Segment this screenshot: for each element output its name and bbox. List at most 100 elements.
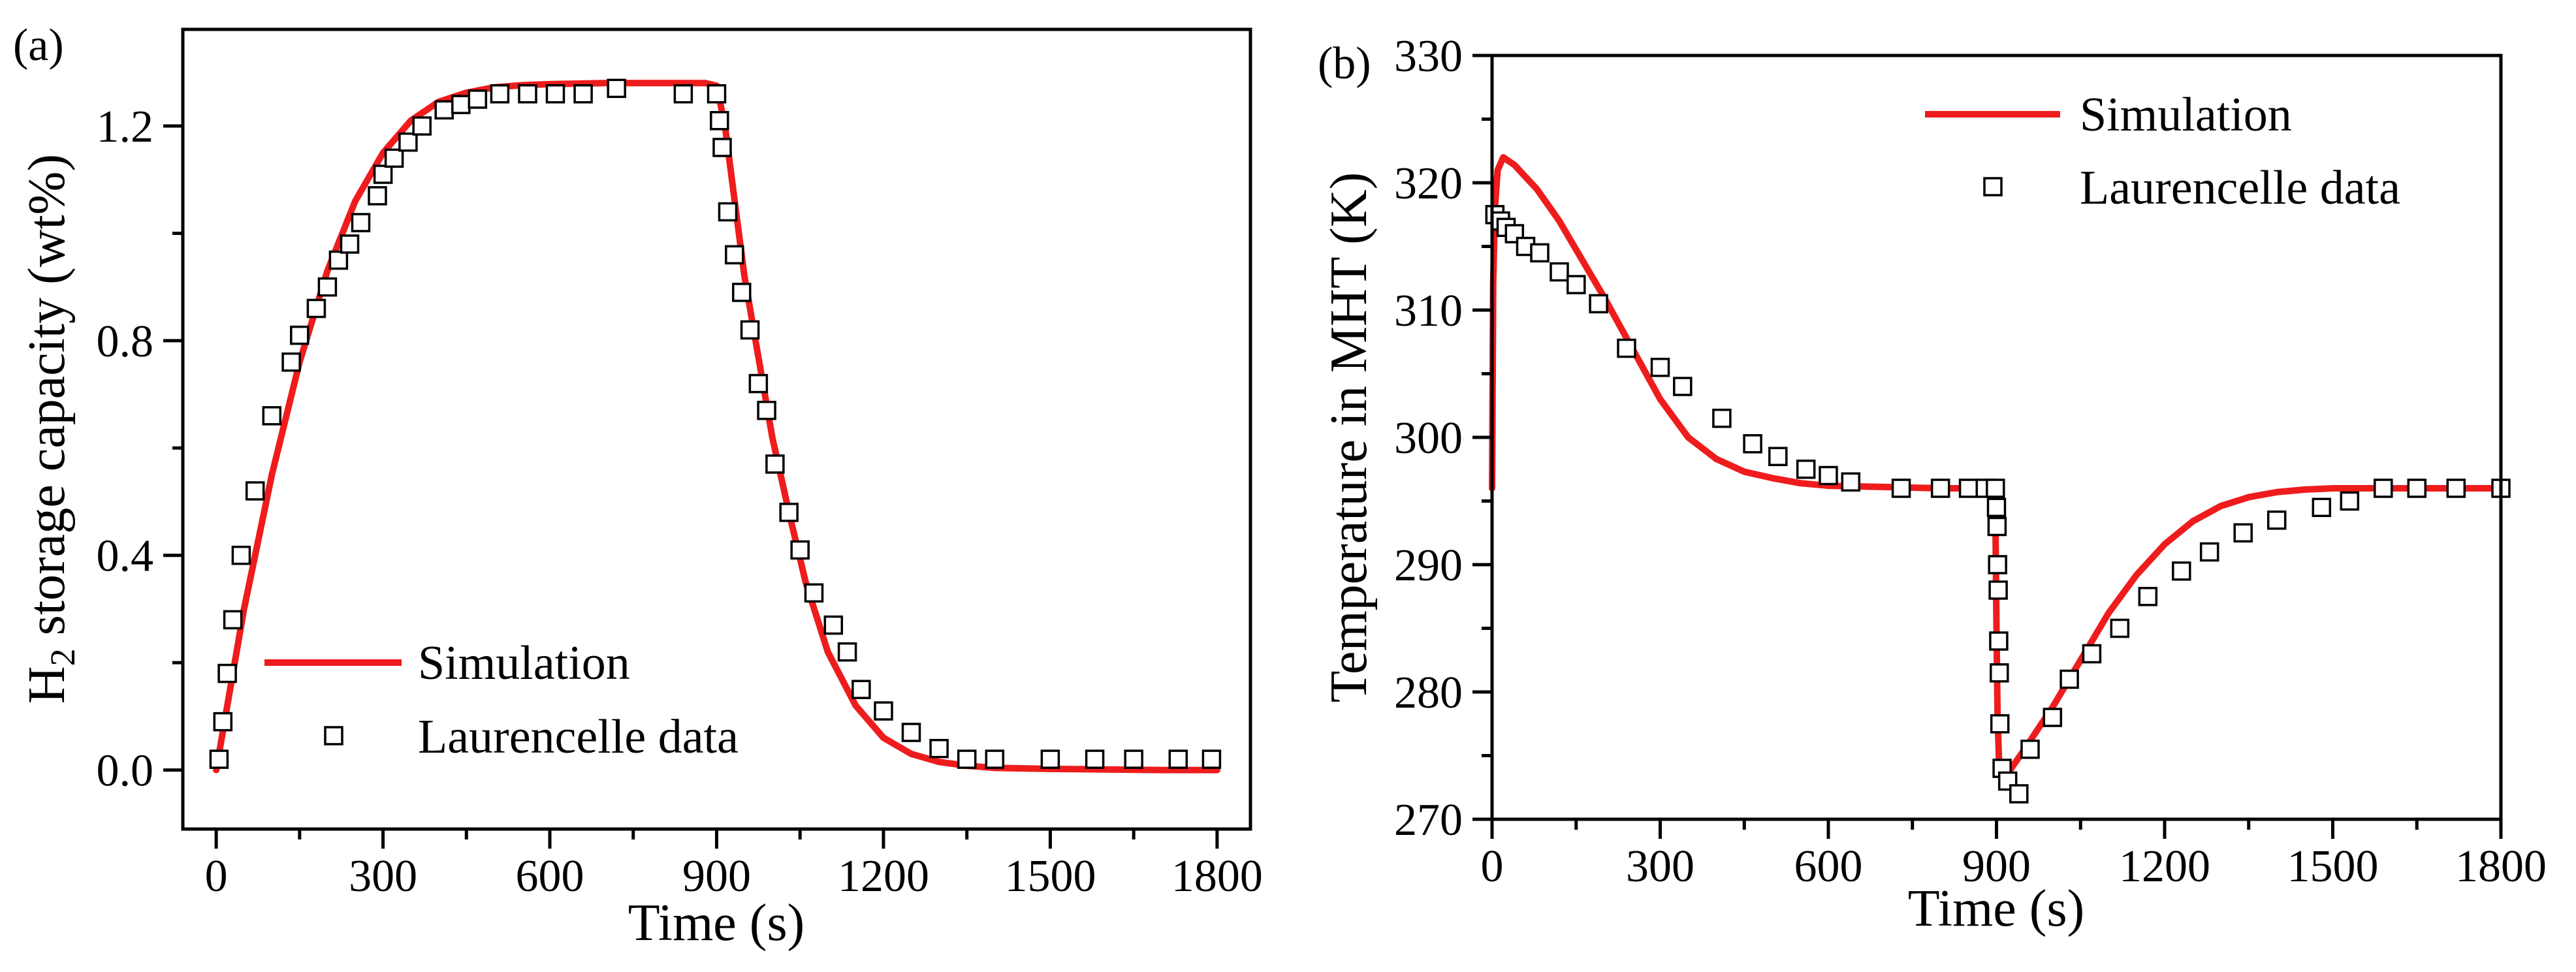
ticks-b: 0 300 600 900 1200 1500 1800 270 280 290 300 310 320… — [1394, 31, 2547, 892]
data-point-a-35 — [748, 373, 769, 394]
data-point-a-20 — [451, 95, 471, 114]
data-point-b-27 — [1989, 631, 2009, 651]
data-point-b-6 — [1550, 262, 1569, 282]
data-point-b-41 — [2233, 523, 2253, 543]
x-tick-label-a-1: 300 — [349, 851, 417, 901]
data-point-a-25 — [573, 84, 593, 104]
data-point-a-1 — [213, 712, 233, 732]
legend-a: Simulation Laurencelle data — [264, 636, 739, 764]
data-point-b-39 — [2172, 561, 2191, 581]
data-point-a-50 — [1085, 749, 1105, 769]
data-point-b-23 — [1986, 497, 2007, 518]
data-point-a-34 — [740, 320, 760, 340]
data-point-b-18 — [1891, 478, 1911, 498]
y-tick-label-a-1: 0.4 — [97, 531, 154, 582]
legend-data-label-b: Laurencelle data — [2080, 161, 2400, 215]
data-point-a-16 — [384, 148, 404, 168]
data-point-a-32 — [725, 245, 744, 265]
data-point-b-10 — [1650, 358, 1670, 377]
data-point-a-2 — [217, 663, 237, 683]
data-point-a-37 — [765, 454, 785, 474]
data-point-a-0 — [209, 749, 229, 769]
data-point-b-42 — [2266, 510, 2287, 530]
data-point-a-38 — [779, 503, 799, 522]
x-tick-label-b-3: 900 — [1962, 841, 2031, 892]
data-point-a-36 — [757, 400, 776, 420]
data-point-b-29 — [1990, 714, 2010, 734]
data-point-a-27 — [673, 84, 693, 104]
data-point-b-45 — [2374, 478, 2393, 498]
data-point-a-47 — [957, 749, 977, 769]
data-point-b-8 — [1589, 294, 1608, 314]
data-point-a-17 — [398, 132, 418, 152]
legend-simulation-label-b: Simulation — [2080, 88, 2292, 142]
data-point-a-51 — [1124, 749, 1143, 769]
data-point-b-9 — [1617, 338, 1636, 358]
data-point-a-4 — [231, 545, 251, 565]
x-tick-label-b-2: 600 — [1794, 841, 1863, 892]
y-tick-label-b-3: 300 — [1394, 413, 1463, 463]
data-point-a-15 — [373, 165, 393, 184]
y-tick-label-a-0: 0.0 — [97, 746, 154, 796]
data-point-b-44 — [2340, 491, 2360, 511]
data-point-a-10 — [317, 277, 338, 297]
data-point-b-46 — [2407, 478, 2427, 498]
data-point-a-12 — [340, 234, 360, 254]
chart-a: (a) 0 300 600 900 1200 1500 1800 0.0 0.4 0.8 1.2 S… — [13, 20, 1263, 952]
data-point-b-20 — [1958, 478, 1979, 498]
data-point-b-32 — [2009, 784, 2029, 804]
data-point-a-41 — [823, 615, 844, 635]
data-point-b-24 — [1987, 516, 2007, 537]
y-tick-label-b-6: 330 — [1394, 31, 1463, 82]
data-point-a-53 — [1201, 749, 1222, 769]
data-point-a-8 — [290, 325, 310, 345]
legend-simulation-label-a: Simulation — [418, 636, 630, 690]
x-tick-label-a-6: 1800 — [1171, 851, 1263, 901]
data-point-b-7 — [1566, 275, 1586, 294]
data-point-b-36 — [2082, 644, 2102, 664]
data-point-b-35 — [2059, 669, 2079, 689]
x-tick-label-a-0: 0 — [205, 851, 228, 901]
y-tick-label-b-1: 280 — [1394, 668, 1463, 718]
simulation-series-a — [213, 80, 1220, 774]
data-point-a-5 — [245, 481, 265, 501]
y-tick-label-a-3: 1.2 — [97, 102, 154, 152]
data-point-a-28 — [707, 84, 727, 104]
data-point-a-39 — [790, 540, 810, 560]
legend-marker-swatch-a — [324, 726, 343, 745]
data-point-a-30 — [712, 138, 732, 157]
data-point-a-6 — [262, 406, 282, 426]
data-point-a-52 — [1168, 749, 1188, 769]
data-point-b-16 — [1819, 465, 1838, 486]
data-point-a-46 — [929, 738, 949, 759]
legend-marker-swatch-b — [1983, 177, 2003, 196]
x-tick-label-a-4: 1200 — [838, 851, 929, 901]
x-tick-label-b-5: 1500 — [2287, 841, 2379, 892]
data-point-a-45 — [901, 723, 921, 742]
chart-b: (b) 0 300 600 900 1200 1500 1800 270 280 290 300 31… — [1318, 31, 2547, 937]
data-point-a-18 — [412, 116, 432, 136]
data-point-b-38 — [2138, 587, 2158, 606]
data-point-b-37 — [2110, 618, 2130, 638]
data-point-b-14 — [1768, 447, 1788, 467]
x-tick-label-a-5: 1500 — [1004, 851, 1096, 901]
data-point-a-3 — [223, 610, 243, 630]
simulation-series-b — [1489, 154, 2504, 785]
data-point-a-48 — [985, 749, 1005, 769]
x-tick-label-b-4: 1200 — [2119, 841, 2210, 892]
data-point-a-14 — [368, 186, 387, 206]
data-point-a-21 — [468, 89, 488, 109]
data-point-a-13 — [351, 213, 371, 232]
data-point-a-22 — [490, 84, 510, 104]
data-point-b-19 — [1930, 478, 1950, 498]
data-point-b-17 — [1841, 472, 1861, 492]
data-point-b-25 — [1988, 555, 2007, 574]
data-point-b-12 — [1712, 409, 1732, 428]
data-point-b-28 — [1990, 663, 2009, 683]
data-point-b-47 — [2446, 478, 2466, 498]
y-tick-label-b-4: 310 — [1394, 286, 1463, 336]
data-point-b-3 — [1504, 224, 1525, 243]
data-point-b-43 — [2312, 497, 2332, 518]
panel-label-a: (a) — [13, 20, 64, 71]
